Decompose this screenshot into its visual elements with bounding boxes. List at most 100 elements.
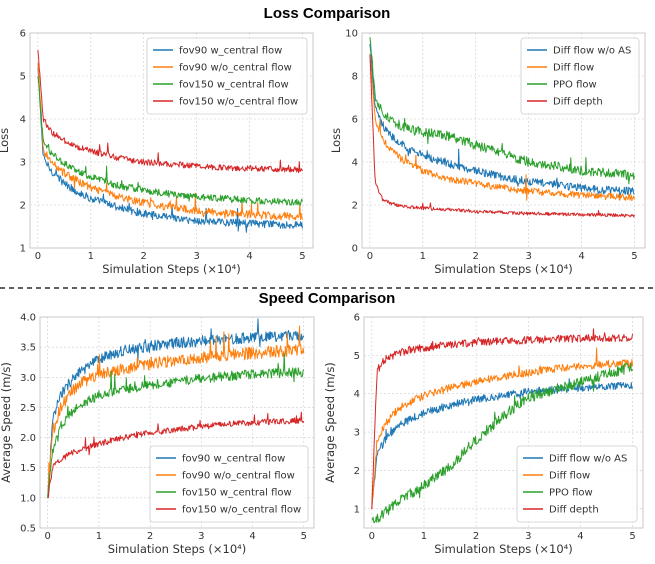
series-line bbox=[369, 54, 635, 202]
legend-entry: Diff depth bbox=[549, 505, 599, 516]
series-line bbox=[369, 54, 635, 218]
x-tick-label: 4 bbox=[578, 251, 584, 262]
y-tick-label: 3 bbox=[20, 158, 26, 169]
y-tick-label: 1.5 bbox=[20, 463, 36, 474]
y-axis-label: Loss bbox=[329, 128, 343, 153]
x-tick-label: 2 bbox=[141, 251, 147, 262]
legend-entry: fov90 w/o_central flow bbox=[182, 471, 295, 482]
y-tick-label: 3.5 bbox=[20, 343, 36, 354]
legend-entry: fov90 w/o_central flow bbox=[179, 63, 292, 74]
x-tick-label: 2 bbox=[473, 531, 479, 542]
series-line bbox=[47, 411, 305, 499]
series-line bbox=[369, 43, 635, 199]
x-tick-label: 0 bbox=[369, 531, 375, 542]
series-line bbox=[47, 352, 305, 498]
legend-entry: Diff flow w/o AS bbox=[553, 46, 631, 57]
legend-box bbox=[146, 37, 308, 115]
y-tick-label: 3 bbox=[354, 428, 360, 439]
y-axis-label: Average Speed (m/s) bbox=[0, 362, 13, 483]
series-line bbox=[371, 378, 634, 509]
legend-entry: fov150 w_central flow bbox=[182, 488, 292, 499]
series-line bbox=[371, 328, 634, 509]
y-tick-label: 5 bbox=[20, 72, 26, 83]
series-line bbox=[37, 63, 303, 221]
legend-box bbox=[149, 445, 309, 523]
x-tick-label: 0 bbox=[367, 251, 373, 262]
x-tick-label: 3 bbox=[525, 251, 531, 262]
chart-loss_methods: 0 1 2 3 4 5 0 2 4 6 8 10 Simulation Steps (×10⁴) Loss… bbox=[329, 29, 646, 276]
y-tick-label: 2 bbox=[352, 201, 358, 212]
y-tick-label: 0 bbox=[352, 244, 358, 255]
y-tick-label: 2 bbox=[354, 466, 360, 477]
x-axis-label: Simulation Steps (×10⁴) bbox=[434, 542, 573, 556]
legend-entry: Diff flow bbox=[549, 471, 590, 482]
y-tick-label: 2.0 bbox=[20, 433, 36, 444]
x-tick-label: 3 bbox=[198, 531, 204, 542]
y-axis-label: Average Speed (m/s) bbox=[323, 362, 337, 483]
x-tick-label: 4 bbox=[249, 531, 255, 542]
legend-entry: fov150 w/o_central flow bbox=[179, 97, 298, 108]
y-tick-label: 5 bbox=[354, 351, 360, 362]
legend-box bbox=[516, 445, 638, 523]
y-tick-label: 0.5 bbox=[20, 524, 36, 535]
x-tick-label: 5 bbox=[299, 251, 305, 262]
x-tick-label: 1 bbox=[88, 251, 94, 262]
y-tick-label: 4 bbox=[352, 158, 358, 169]
y-tick-label: 6 bbox=[354, 313, 360, 324]
y-tick-label: 6 bbox=[20, 29, 26, 40]
x-tick-label: 5 bbox=[629, 531, 635, 542]
legend-entry: PPO flow bbox=[553, 80, 597, 91]
x-tick-label: 5 bbox=[631, 251, 637, 262]
x-tick-label: 3 bbox=[193, 251, 199, 262]
charts-container: 0 1 2 3 4 5 1 2 3 4 5 6 Simulation Steps (×10⁴) Loss f… bbox=[0, 29, 646, 556]
y-tick-label: 1 bbox=[20, 244, 26, 255]
series-line bbox=[37, 50, 303, 174]
legend-entry: fov90 w_central flow bbox=[182, 454, 285, 465]
y-tick-label: 4.0 bbox=[20, 313, 36, 324]
x-tick-label: 2 bbox=[473, 251, 479, 262]
y-tick-label: 4 bbox=[20, 115, 26, 126]
legend: Diff flow w/o AS Diff flow PPO flow Diff de… bbox=[520, 37, 640, 115]
y-axis-label: Loss bbox=[0, 128, 11, 153]
loss-comparison-title: Loss Comparison bbox=[264, 5, 391, 22]
legend-box bbox=[520, 37, 640, 115]
y-tick-label: 8 bbox=[352, 72, 358, 83]
y-tick-label: 1 bbox=[354, 504, 360, 515]
series-line bbox=[47, 325, 305, 498]
legend-entry: PPO flow bbox=[549, 488, 593, 499]
legend: Diff flow w/o AS Diff flow PPO flow Diff de… bbox=[516, 445, 638, 523]
series-line bbox=[37, 67, 303, 233]
legend: fov90 w_central flow fov90 w/o_central fl… bbox=[146, 37, 308, 115]
x-tick-label: 1 bbox=[420, 251, 426, 262]
y-tick-label: 4 bbox=[354, 389, 360, 400]
x-tick-label: 2 bbox=[147, 531, 153, 542]
y-tick-label: 2.5 bbox=[20, 403, 36, 414]
x-tick-label: 0 bbox=[44, 531, 50, 542]
legend-entry: fov150 w_central flow bbox=[179, 80, 289, 91]
legend: fov90 w_central flow fov90 w/o_central fl… bbox=[149, 445, 309, 523]
y-tick-label: 3.0 bbox=[20, 373, 36, 384]
y-tick-label: 6 bbox=[352, 115, 358, 126]
x-tick-label: 3 bbox=[525, 531, 531, 542]
legend-entry: Diff flow bbox=[553, 63, 594, 74]
x-axis-label: Simulation Steps (×10⁴) bbox=[108, 542, 247, 556]
x-tick-label: 5 bbox=[301, 531, 307, 542]
legend-entry: Diff flow w/o AS bbox=[549, 454, 627, 465]
x-tick-label: 1 bbox=[421, 531, 427, 542]
x-tick-label: 4 bbox=[577, 531, 583, 542]
x-axis-label: Simulation Steps (×10⁴) bbox=[102, 262, 241, 276]
series-line bbox=[369, 37, 635, 185]
speed-comparison-title: Speed Comparison bbox=[259, 290, 396, 307]
y-tick-label: 10 bbox=[345, 29, 358, 40]
x-tick-label: 1 bbox=[96, 531, 102, 542]
series-line bbox=[371, 363, 634, 524]
legend-entry: fov150 w/o_central flow bbox=[182, 505, 301, 516]
y-tick-label: 2 bbox=[20, 201, 26, 212]
chart-speed_fov: 0 1 2 3 4 5 0.5 1.0 1.5 2.0 2.5 3.0 3.5 4.0 Simulation… bbox=[0, 313, 315, 556]
series-line bbox=[47, 318, 305, 498]
y-tick-label: 1.0 bbox=[20, 493, 36, 504]
legend-entry: fov90 w_central flow bbox=[179, 46, 282, 57]
series-line bbox=[37, 75, 303, 206]
